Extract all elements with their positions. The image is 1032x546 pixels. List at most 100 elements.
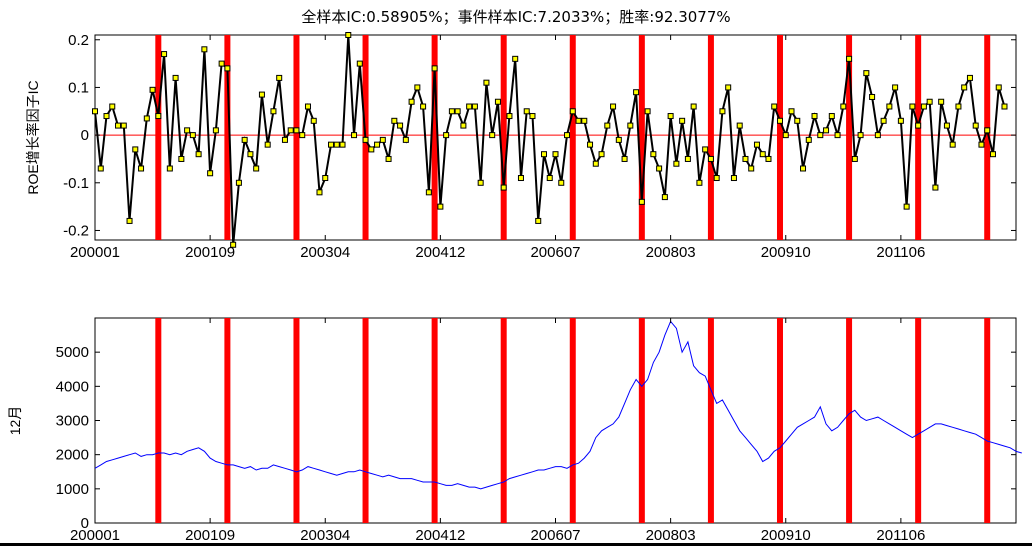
data-point xyxy=(132,146,139,153)
data-point xyxy=(869,93,876,100)
data-point xyxy=(903,203,910,210)
data-point xyxy=(218,60,225,67)
data-point xyxy=(264,141,271,148)
data-point xyxy=(224,65,231,72)
y-tick-label: 0.1 xyxy=(68,79,89,96)
data-point xyxy=(650,151,657,158)
x-tick-label: 200910 xyxy=(761,527,811,544)
data-point xyxy=(972,122,979,129)
data-point xyxy=(736,122,743,129)
data-point xyxy=(615,136,622,143)
x-tick-label: 201106 xyxy=(876,527,925,544)
data-point xyxy=(776,117,783,124)
data-point xyxy=(276,74,283,81)
data-point xyxy=(489,132,496,139)
data-point xyxy=(742,155,749,162)
data-point xyxy=(909,103,916,110)
figure-title: 全样本IC:0.58905%；事件样本IC:7.2033%；胜率:92.3077… xyxy=(301,8,731,26)
data-point xyxy=(345,32,352,38)
data-point xyxy=(483,79,490,86)
data-point xyxy=(523,108,530,115)
data-point xyxy=(379,136,386,143)
data-point xyxy=(103,113,110,120)
data-point xyxy=(166,165,173,172)
data-point xyxy=(926,98,933,105)
data-point xyxy=(466,103,473,110)
data-point xyxy=(184,127,191,134)
data-point xyxy=(97,165,104,172)
data-point xyxy=(535,217,542,224)
data-point xyxy=(892,84,899,91)
x-tick-label: 200412 xyxy=(415,527,465,544)
x-tick-label: 200803 xyxy=(646,527,696,544)
x-tick-label: 200412 xyxy=(415,244,465,261)
data-point xyxy=(564,132,571,139)
data-point xyxy=(328,141,335,148)
y-tick-label: 0.2 xyxy=(68,32,89,49)
data-point xyxy=(230,241,237,248)
data-point xyxy=(782,132,789,139)
data-point xyxy=(143,115,150,122)
bottom-border xyxy=(0,543,1032,546)
data-point xyxy=(823,127,830,134)
data-point xyxy=(316,189,323,196)
data-point xyxy=(241,136,248,143)
index-panel: 0 1000 2000 3000 4000 5000 200001 200109 200304 2… xyxy=(7,317,1022,544)
data-point xyxy=(333,141,340,148)
data-point xyxy=(109,103,116,110)
data-point xyxy=(402,136,409,143)
data-point xyxy=(431,65,438,72)
data-point xyxy=(748,165,755,172)
data-point xyxy=(149,86,156,93)
data-point xyxy=(385,155,392,162)
data-point xyxy=(610,103,617,110)
ic-panel: -0.2 -0.1 0 0.1 0.2 200001 200109 200304 200412 2… xyxy=(25,32,1017,261)
data-point xyxy=(679,117,686,124)
data-point xyxy=(713,175,720,182)
data-point xyxy=(575,117,582,124)
data-point xyxy=(552,151,559,158)
data-point xyxy=(874,132,881,139)
data-point xyxy=(587,141,594,148)
data-point xyxy=(189,132,196,139)
y-tick-label: 2000 xyxy=(56,447,89,464)
data-point xyxy=(949,141,956,148)
data-point xyxy=(161,51,168,58)
data-point xyxy=(115,122,122,129)
data-point xyxy=(212,127,219,134)
data-point xyxy=(978,141,985,148)
y-axis-label: ROE增长率因子IC xyxy=(25,80,41,194)
x-tick-label: 200109 xyxy=(185,244,235,261)
y-tick-label: 0 xyxy=(81,127,89,144)
data-point xyxy=(529,113,536,120)
data-point xyxy=(235,179,242,186)
data-point xyxy=(293,127,300,134)
data-point xyxy=(627,122,634,129)
plot-area xyxy=(94,317,1017,524)
data-point xyxy=(828,113,835,120)
data-point xyxy=(408,98,415,105)
y-tick-label: 0 xyxy=(81,515,89,532)
x-tick-label: 200304 xyxy=(300,244,350,261)
data-point xyxy=(633,89,640,96)
data-point xyxy=(558,179,565,186)
data-point xyxy=(454,108,461,115)
data-point xyxy=(581,117,588,124)
y-tick-label: 4000 xyxy=(56,378,89,395)
data-point xyxy=(765,155,772,162)
data-point xyxy=(172,74,179,81)
data-point xyxy=(443,132,450,139)
x-tick-label: 200001 xyxy=(70,527,120,544)
data-point xyxy=(253,165,260,172)
data-point xyxy=(339,141,346,148)
data-point xyxy=(310,117,317,124)
data-point xyxy=(391,117,398,124)
data-point xyxy=(696,179,703,186)
data-point xyxy=(989,151,996,158)
data-point xyxy=(247,151,254,158)
data-point xyxy=(834,132,841,139)
data-point xyxy=(771,103,778,110)
data-point xyxy=(258,91,265,98)
data-point xyxy=(863,70,870,77)
data-point xyxy=(425,189,432,196)
